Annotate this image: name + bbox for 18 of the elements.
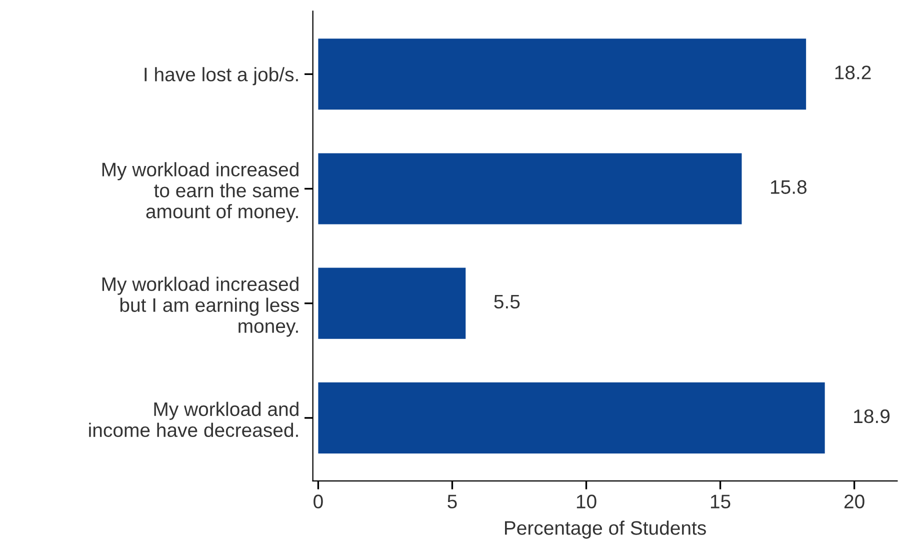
x-axis-title: Percentage of Students bbox=[505, 520, 706, 539]
data-label: 18.9 bbox=[854, 409, 890, 424]
y-tick-label: I have lost a job/s. bbox=[144, 67, 298, 86]
bar bbox=[318, 268, 466, 339]
data-label: 15.8 bbox=[770, 180, 807, 194]
bar bbox=[318, 38, 806, 110]
data-label: 5.5 bbox=[494, 294, 520, 309]
y-tick-label: My workload and income have decreased. bbox=[89, 402, 298, 438]
x-tick-label: 15 bbox=[710, 494, 730, 508]
x-tick-label: 20 bbox=[844, 494, 864, 508]
bar bbox=[318, 153, 742, 224]
x-tick-label: 0 bbox=[314, 494, 323, 508]
data-label: 18.2 bbox=[835, 66, 871, 80]
y-tick-label: My workload increased to earn the same amount of money. bbox=[102, 162, 299, 222]
x-tick-label: 5 bbox=[448, 494, 457, 508]
y-tick-label: My workload increased but I am earning less money. bbox=[102, 276, 299, 337]
x-tick-label: 10 bbox=[576, 494, 596, 508]
bar bbox=[318, 382, 825, 454]
